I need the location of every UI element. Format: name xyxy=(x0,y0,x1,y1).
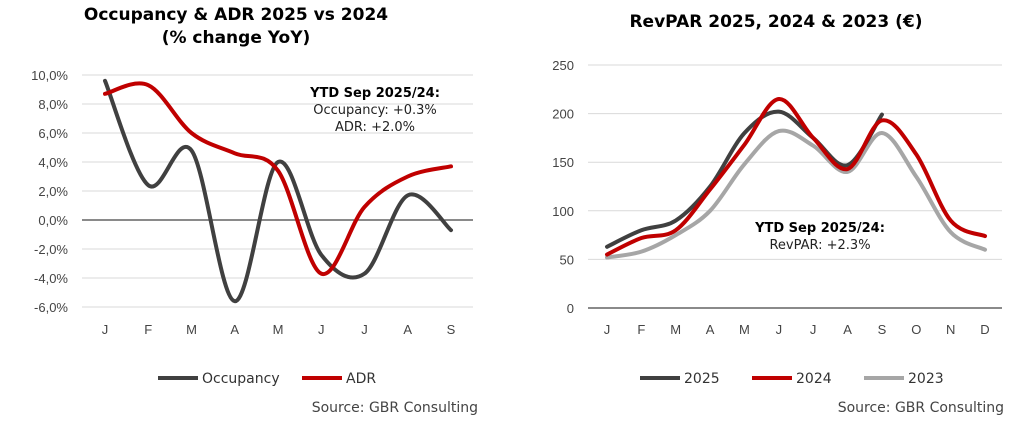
y-tick-label: -2,0% xyxy=(34,242,68,257)
y-tick-label: 10,0% xyxy=(31,68,68,83)
x-tick-label: A xyxy=(403,322,412,337)
y-tick-label: 50 xyxy=(560,252,574,267)
y-tick-label: -4,0% xyxy=(34,271,68,286)
series-line-occupancy xyxy=(103,78,453,304)
x-tick-label: M xyxy=(739,322,750,337)
x-tick-label: S xyxy=(878,322,887,337)
y-tick-label: 8,0% xyxy=(38,97,68,112)
x-tick-label: F xyxy=(144,322,152,337)
annotation-title: YTD Sep 2025/24: xyxy=(309,86,440,101)
y-tick-label: 100 xyxy=(552,204,574,219)
source-note: Source: GBR Consulting xyxy=(838,400,1004,416)
chart-1: Occupancy & ADR 2025 vs 2024 (% change Yo… xyxy=(31,5,478,416)
x-tick-label: O xyxy=(911,322,921,337)
x-tick-label: M xyxy=(273,322,284,337)
series-line-2023 xyxy=(605,128,987,260)
x-tick-label: J xyxy=(776,322,783,337)
x-tick-label: J xyxy=(318,322,325,337)
x-tick-label: M xyxy=(186,322,197,337)
y-tick-label: 200 xyxy=(552,107,574,122)
y-tick-label: 250 xyxy=(552,58,574,73)
annotation-title: YTD Sep 2025/24: xyxy=(754,221,885,236)
legend-label: 2025 xyxy=(684,371,720,387)
chart-title: Occupancy & ADR 2025 vs 2024 xyxy=(84,5,388,25)
y-tick-label: 6,0% xyxy=(38,126,68,141)
series-line-adr xyxy=(103,81,453,276)
y-tick-label: -6,0% xyxy=(34,300,68,315)
y-tick-label: 4,0% xyxy=(38,155,68,170)
annotation-line: ADR: +2.0% xyxy=(335,120,415,135)
x-tick-label: F xyxy=(637,322,645,337)
y-tick-label: 0 xyxy=(567,301,574,316)
x-tick-label: A xyxy=(706,322,715,337)
annotation-line: Occupancy: +0.3% xyxy=(313,103,437,118)
x-tick-label: J xyxy=(810,322,817,337)
legend-label: 2023 xyxy=(908,371,944,387)
x-tick-label: J xyxy=(361,322,368,337)
x-tick-label: A xyxy=(843,322,852,337)
chart-subtitle: (% change YoY) xyxy=(162,28,311,48)
series-line-2024 xyxy=(605,97,987,257)
x-tick-label: A xyxy=(230,322,239,337)
x-tick-label: D xyxy=(980,322,989,337)
y-tick-label: 0,0% xyxy=(38,213,68,228)
annotation-line: RevPAR: +2.3% xyxy=(769,238,870,253)
legend-label: Occupancy xyxy=(202,371,280,387)
chart-title: RevPAR 2025, 2024 & 2023 (€) xyxy=(629,12,922,32)
chart-2: RevPAR 2025, 2024 & 2023 (€) 250 200 150 100… xyxy=(552,12,1004,416)
source-note: Source: GBR Consulting xyxy=(312,400,478,416)
y-tick-label: 2,0% xyxy=(38,184,68,199)
x-tick-label: J xyxy=(102,322,109,337)
legend-label: ADR xyxy=(346,371,376,387)
x-tick-label: S xyxy=(447,322,456,337)
x-tick-label: N xyxy=(946,322,955,337)
legend-label: 2024 xyxy=(796,371,832,387)
x-tick-label: M xyxy=(670,322,681,337)
y-tick-label: 150 xyxy=(552,155,574,170)
x-tick-label: J xyxy=(604,322,611,337)
